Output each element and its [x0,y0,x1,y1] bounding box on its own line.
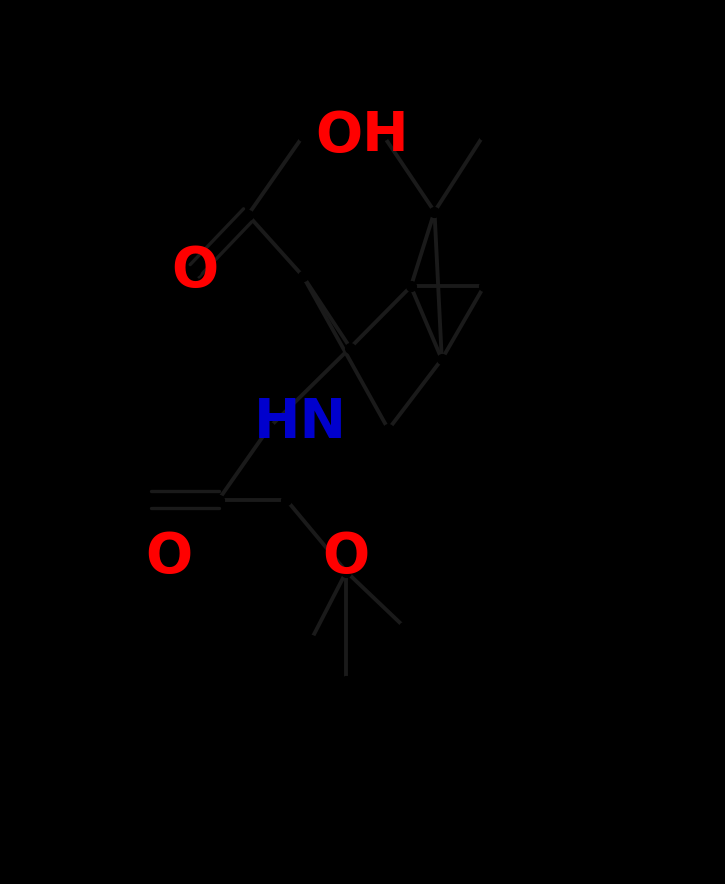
Text: O: O [146,530,193,583]
Text: O: O [323,530,370,583]
Text: O: O [171,244,218,298]
Text: OH: OH [315,109,409,163]
Text: HN: HN [254,396,347,450]
